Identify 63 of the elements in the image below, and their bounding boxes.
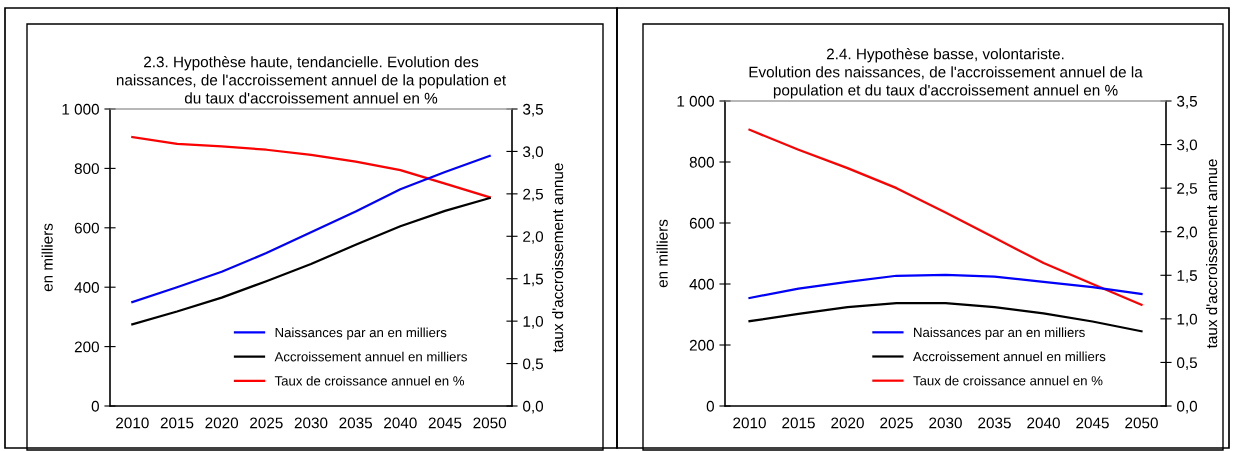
y2-tick-label: 2,5 bbox=[1177, 183, 1198, 196]
x-tick-label: 2015 bbox=[782, 417, 815, 429]
x-tick-label: 2045 bbox=[428, 417, 462, 429]
x-tick-label: 2015 bbox=[160, 417, 194, 429]
x-tick-label: 2050 bbox=[1125, 417, 1158, 429]
y2-tick-label: 3,5 bbox=[523, 103, 544, 117]
legend-label: Taux de croissance annuel en % bbox=[913, 375, 1103, 386]
line-series bbox=[131, 154, 491, 304]
y2-tick-label: 0,0 bbox=[1177, 400, 1198, 414]
x-tick-label: 2045 bbox=[1076, 417, 1109, 429]
chart-title: 2.4. Hypothèse basse, volontariste. Evolution des naissances, de l'accroissement annuel de la population et du taux d'accroissement annuel en % bbox=[749, 47, 1143, 99]
y-tick-label: 400 bbox=[689, 278, 714, 290]
chart-title: 2.3. Hypothèse haute, tendancielle. Evolution des naissances, de l'accroissement annuel de la population et du taux d'accroissement annuel en % bbox=[116, 55, 506, 104]
y2-tick-label: 1,5 bbox=[523, 273, 544, 287]
y-tick-label: 800 bbox=[689, 156, 714, 168]
y2-tick-label: 1,5 bbox=[1177, 270, 1198, 283]
y2-tick-label: 0,5 bbox=[523, 358, 544, 372]
y-tick-label: 800 bbox=[74, 163, 99, 175]
x-tick-label: 2040 bbox=[1027, 417, 1060, 429]
x-tick-label: 2010 bbox=[116, 417, 149, 429]
y-axis-title: en milliers bbox=[656, 219, 668, 288]
y2-tick-label: 3,5 bbox=[1177, 95, 1198, 109]
y2-axis-title: taux d'accroissement annue bbox=[551, 163, 564, 353]
x-tick-label: 2020 bbox=[831, 417, 864, 429]
x-tick-label: 2030 bbox=[929, 417, 962, 429]
y2-tick-label: 2,0 bbox=[1177, 226, 1198, 240]
legend-label: Taux de croissance annuel en % bbox=[274, 375, 465, 386]
y-tick-label: 400 bbox=[74, 282, 99, 293]
y2-tick-label: 3,0 bbox=[1177, 139, 1198, 153]
y-tick-label: 200 bbox=[689, 339, 714, 351]
y2-tick-label: 2,5 bbox=[523, 188, 544, 202]
y2-tick-label: 0,0 bbox=[523, 400, 544, 414]
y2-tick-label: 0,5 bbox=[1177, 357, 1198, 370]
legend-label: Naissances par an en milliers bbox=[914, 327, 1085, 340]
legend-label: Accroissement annuel en milliers bbox=[912, 351, 1106, 362]
y-tick-label: 0 bbox=[706, 400, 714, 412]
x-tick-label: 2050 bbox=[473, 417, 507, 429]
x-tick-label: 2010 bbox=[733, 417, 766, 429]
y-tick-label: 200 bbox=[74, 341, 99, 353]
line-series bbox=[748, 128, 1143, 307]
line-series bbox=[131, 196, 491, 326]
y-tick-label: 1 000 bbox=[62, 103, 99, 115]
x-tick-label: 2030 bbox=[294, 417, 328, 429]
y-axis-title: en milliers bbox=[41, 223, 53, 292]
y-tick-label: 1 000 bbox=[677, 95, 714, 107]
y2-tick-label: 3,0 bbox=[523, 146, 544, 159]
legend-label: Accroissement annuel en milliers bbox=[274, 351, 467, 362]
line-series bbox=[748, 273, 1143, 300]
x-tick-label: 2020 bbox=[205, 417, 239, 429]
legend-label: Naissances par an en milliers bbox=[275, 327, 447, 340]
y-tick-label: 600 bbox=[74, 222, 99, 234]
y-tick-label: 600 bbox=[689, 217, 714, 229]
x-tick-label: 2035 bbox=[978, 417, 1011, 429]
y2-tick-label: 1,0 bbox=[523, 316, 544, 329]
x-tick-label: 2025 bbox=[250, 417, 283, 429]
x-tick-label: 2035 bbox=[339, 417, 373, 429]
y-tick-label: 0 bbox=[91, 400, 99, 412]
x-tick-label: 2025 bbox=[880, 417, 913, 429]
y2-axis-title: taux d'accroissement annue bbox=[1205, 159, 1218, 349]
line-series bbox=[131, 135, 491, 199]
x-tick-label: 2040 bbox=[384, 417, 417, 429]
y2-tick-label: 2,0 bbox=[523, 231, 544, 244]
y2-tick-label: 1,0 bbox=[1177, 313, 1198, 327]
